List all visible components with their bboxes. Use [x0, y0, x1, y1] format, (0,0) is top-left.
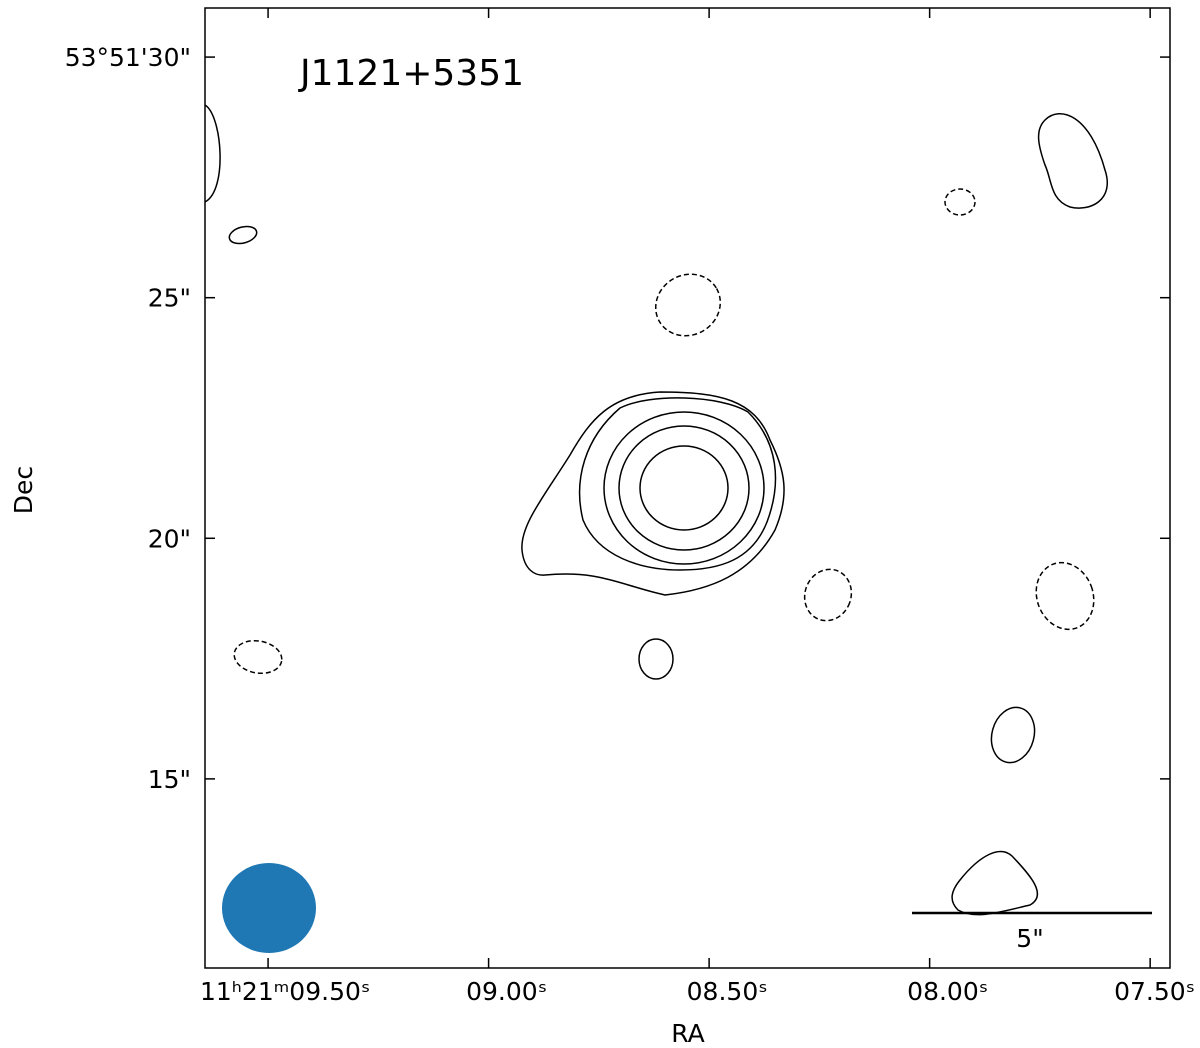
contour [1037, 112, 1108, 209]
contour [638, 638, 674, 680]
x-tick-label: 07.50ˢ [1114, 977, 1195, 1006]
contour [228, 225, 258, 245]
x-tick-label: 11ʰ21ᵐ09.50ˢ [200, 977, 370, 1006]
contour [990, 706, 1036, 764]
x-tick-label: 08.00ˢ [907, 977, 988, 1006]
contour [654, 273, 722, 337]
contour [618, 425, 750, 551]
x-tick-label: 08.50ˢ [687, 977, 768, 1006]
contour [204, 104, 221, 203]
y-tick-label: 53°51'30" [65, 43, 191, 72]
x-tick-label: 09.00ˢ [466, 977, 547, 1006]
y-tick-label: 25" [148, 284, 191, 313]
y-tick-label: 20" [148, 524, 191, 553]
contour [803, 568, 853, 622]
contour [639, 445, 729, 531]
y-tick-label: 15" [148, 765, 191, 794]
plot-frame [204, 7, 1171, 969]
scale-bar-label: 5" [1016, 924, 1043, 953]
contour [603, 411, 765, 565]
y-axis-label: Dec [9, 466, 38, 514]
contours [204, 104, 1108, 916]
contour [951, 850, 1039, 916]
beam [222, 863, 316, 953]
contour [1035, 561, 1095, 631]
contour [944, 188, 976, 216]
contour [521, 391, 785, 596]
source-label: J1121+5351 [298, 53, 524, 94]
contour [233, 639, 283, 675]
contour [578, 397, 777, 571]
x-axis-label: RA [671, 1019, 704, 1048]
